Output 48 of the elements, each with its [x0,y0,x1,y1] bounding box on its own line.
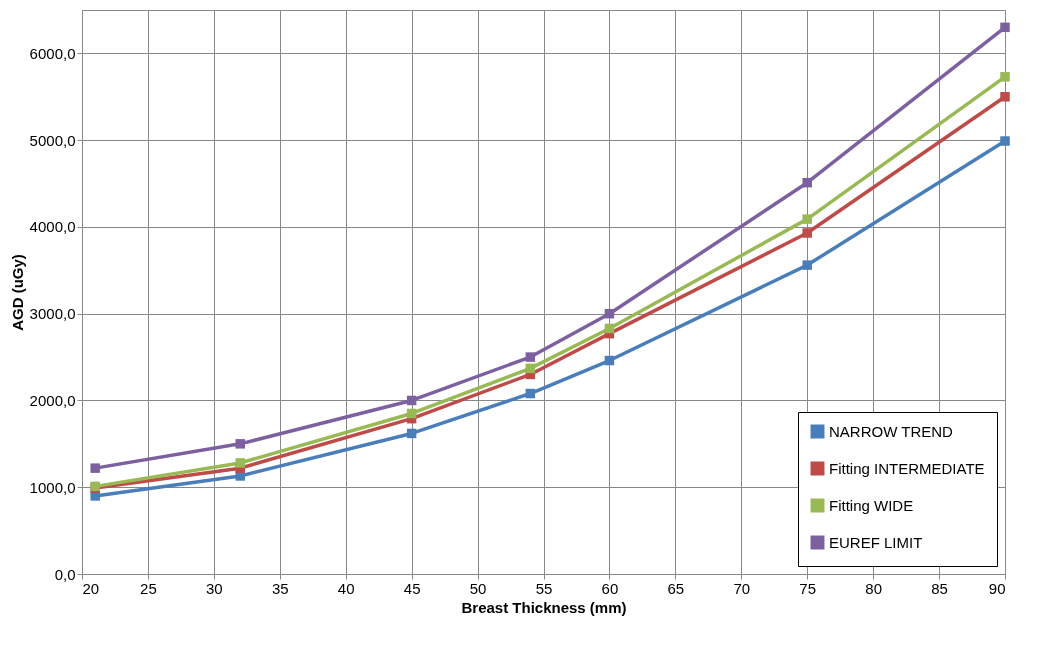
x-axis-title: Breast Thickness (mm) [461,598,627,616]
point [604,308,615,319]
x-tick-label: 45 [403,579,421,597]
point [525,363,536,374]
point [406,408,417,419]
y-axis-title: AGD (uGy) [8,254,26,331]
x-tick-label: 50 [469,579,487,597]
point [802,177,812,188]
x-tick-label: 90 [988,579,1006,597]
point [235,439,245,449]
x-tick-label: 75 [799,579,817,597]
point [525,388,536,399]
y-tick-label: 0,0 [54,565,76,583]
x-tick-label: 25 [140,579,157,597]
point [235,458,245,468]
point [1000,72,1010,82]
point [604,323,615,334]
point [406,428,417,439]
legend-label: Fitting WIDE [829,496,914,514]
legend-label: EUREF LIMIT [829,533,923,551]
legend-label: Fitting INTERMEDIATE [829,459,985,477]
point [525,352,536,362]
point [1000,92,1010,102]
x-tick-label: 70 [733,579,751,597]
point [406,395,417,406]
y-tick-label: 1000,0 [29,478,76,496]
y-tick-label: 2000,0 [29,391,76,409]
x-tick-label: 85 [931,579,948,597]
point [604,355,615,366]
x-tick-label: 20 [82,579,100,597]
legend-label: NARROW TREND [829,422,954,440]
point [802,214,812,224]
point [1000,22,1010,33]
x-tick-label: 65 [667,579,685,597]
y-tick-label: 6000,0 [29,44,76,62]
x-tick-label: 80 [865,579,882,597]
x-tick-label: 60 [601,579,619,597]
y-tick-label: 3000,0 [29,305,76,323]
x-tick-label: 35 [271,579,289,597]
x-tick-label: 40 [337,579,355,597]
y-tick-label: 5000,0 [29,131,76,149]
point [802,260,812,270]
y-tick-label: 4000,0 [29,218,76,236]
point [802,228,812,238]
point [90,463,100,473]
x-tick-label: 30 [206,579,223,597]
point [1000,136,1010,146]
x-tick-label: 55 [535,579,553,597]
